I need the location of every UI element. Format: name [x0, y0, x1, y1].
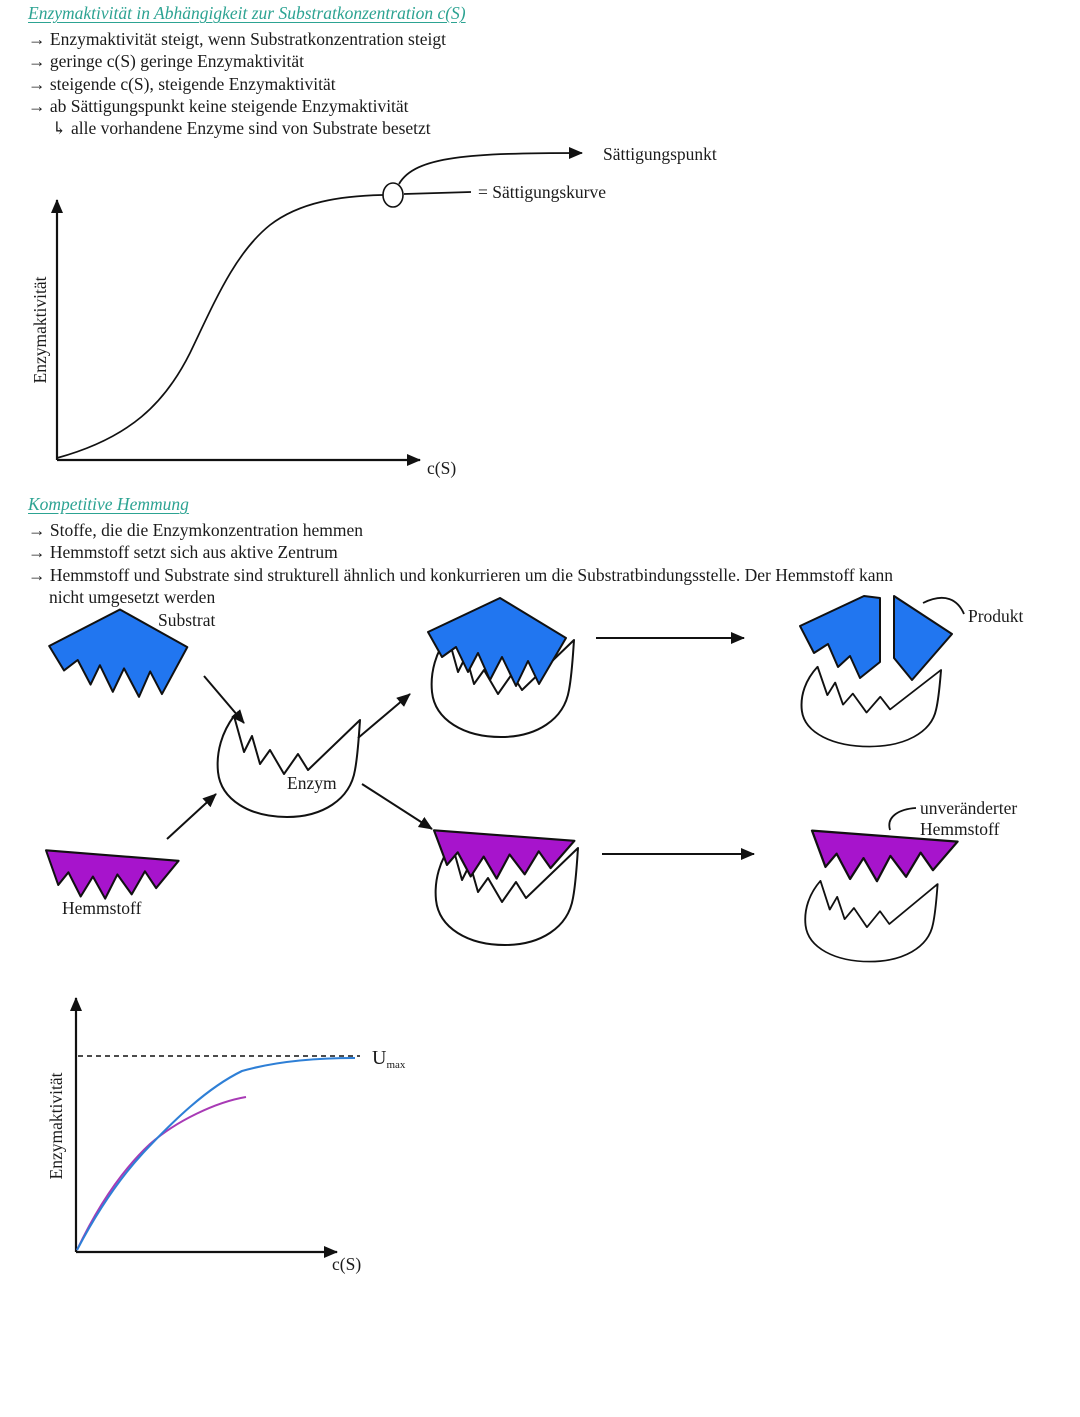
sigmoid-curve — [56, 194, 384, 459]
umax-base: U — [372, 1047, 387, 1069]
product-fragment-right — [893, 595, 953, 681]
enzyme-shape — [216, 715, 361, 818]
bullet-line: → steigende c(S), steigende Enzymaktivit… — [28, 73, 336, 94]
bullet-line: → geringe c(S) geringe Enzymaktivität — [28, 51, 305, 72]
inhibitor-label: Hemmstoff — [62, 898, 142, 918]
umax-label: Umax — [372, 1047, 406, 1071]
inhibited-curve — [76, 1096, 247, 1251]
inhibition-rate-chart: Enzymaktivität c(S) Umax — [46, 997, 406, 1274]
bullet-line: → ab Sättigungspunkt keine steigende Enz… — [28, 95, 409, 116]
enzyme-substrate-complex — [427, 597, 575, 738]
section2-title: Kompetitive Hemmung — [28, 494, 189, 514]
empty-enzyme-shape — [804, 879, 939, 963]
product-pointer — [922, 597, 965, 615]
umax-subscript: max — [386, 1059, 405, 1071]
section1-title: Enzymaktivität in Abhängigkeit zur Subst… — [28, 3, 466, 23]
inhibitor-shape — [44, 849, 180, 900]
saturation-point-marker — [382, 182, 404, 208]
sub-bullet-line: ↳ alle vorhandene Enzyme sind von Substr… — [52, 118, 431, 139]
section-competitive-inhibition: Kompetitive Hemmung → Stoffe, die die En… — [28, 494, 1078, 608]
enzyme-inhibitor-complex — [432, 829, 579, 946]
x-axis-label: c(S) — [332, 1254, 361, 1274]
empty-enzyme-shape — [800, 665, 943, 748]
bullet-line: → Enzymaktivität steigt, wenn Substratko… — [28, 29, 446, 49]
y-axis-label: Enzymaktivität — [30, 276, 50, 383]
enzyme-label: Enzym — [287, 773, 337, 793]
competitive-inhibition-diagram: Substrat Hemmstoff Enzym Produkt unverän… — [44, 595, 1024, 963]
bullet-line: → Hemmstoff und Substrate sind strukture… — [28, 564, 893, 585]
section-substrate-concentration: Enzymaktivität in Abhängigkeit zur Subst… — [28, 3, 1073, 139]
substrate-label: Substrat — [158, 610, 216, 630]
bullet-line: → Hemmstoff setzt sich aus aktive Zentru… — [28, 542, 338, 563]
arrow-inhibitor-to-enzyme — [166, 793, 217, 840]
saturation-point-label: Sättigungspunkt — [603, 144, 717, 164]
uninhibited-curve — [76, 1056, 356, 1251]
bullet-line: → Stoffe, die die Enzymkonzentration hem… — [28, 520, 364, 540]
y-axis-label: Enzymaktivität — [46, 1072, 66, 1179]
unchanged-inhibitor-label-line1: unveränderter — [920, 798, 1017, 818]
unchanged-inhibitor-group: unveränderter Hemmstoff — [804, 798, 1017, 963]
saturation-curve-label: = Sättigungskurve — [478, 182, 606, 202]
unchanged-inhibitor-label-line2: Hemmstoff — [920, 819, 1000, 839]
unchanged-inhibitor-pointer — [888, 807, 917, 831]
saturation-curve-pointer — [403, 191, 472, 195]
arrow-enzyme-to-inhibitor-complex — [361, 783, 433, 830]
product-fragment-left — [799, 595, 881, 679]
bullet-continuation-line: nicht umgesetzt werden — [49, 586, 216, 607]
saturation-curve-chart: Enzymaktivität c(S) Sättigungspunkt = Sä… — [30, 144, 717, 478]
x-axis-label: c(S) — [427, 458, 456, 478]
saturation-point-pointer — [398, 147, 583, 185]
product-label: Produkt — [968, 606, 1024, 626]
product-fragments — [799, 595, 953, 681]
arrow-enzyme-to-substrate-complex — [357, 693, 411, 739]
product-group: Produkt — [799, 595, 1024, 748]
arrow-substrate-to-enzyme — [203, 675, 245, 724]
